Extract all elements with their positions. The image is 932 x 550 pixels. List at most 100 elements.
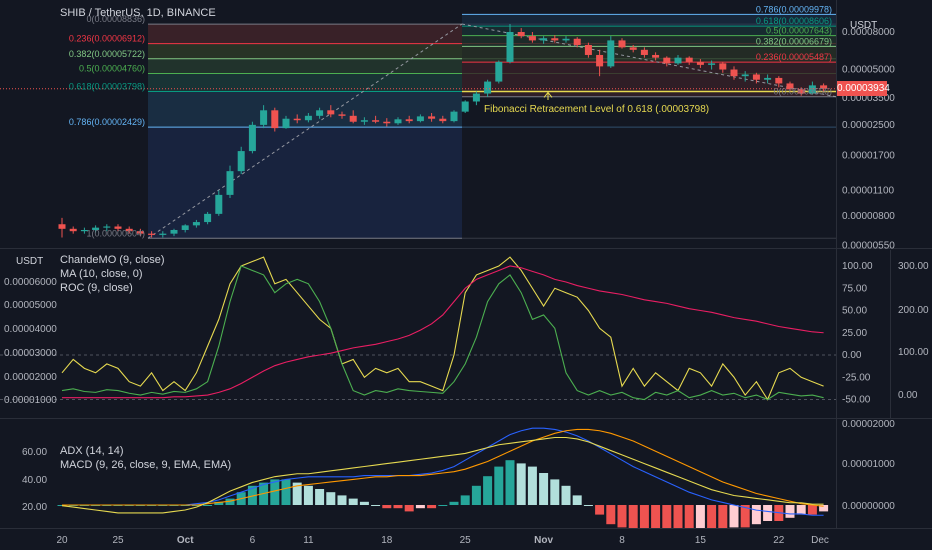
time-axis-tick: 6 xyxy=(250,535,256,546)
fib-level-label: 0.618(0.00003798) xyxy=(69,81,145,91)
macd-histogram-bar xyxy=(214,501,224,505)
candle-body xyxy=(114,226,122,229)
fib-zone xyxy=(462,35,836,47)
fib-zone xyxy=(148,91,462,128)
candle-body xyxy=(551,38,559,41)
candle-body xyxy=(797,89,805,94)
macd-histogram-bar xyxy=(393,505,403,509)
candle-body xyxy=(730,69,738,77)
macd-histogram-bar xyxy=(527,466,537,505)
indicator-roc-label[interactable]: ROC (9, close) xyxy=(60,282,133,294)
fib-level-label: 0(0.00003556) xyxy=(773,87,832,97)
macd-histogram-bar xyxy=(651,505,661,528)
fib-level-label: 0.618(0.00008606) xyxy=(756,16,832,26)
indicator-chandemo-label[interactable]: ChandeMO (9, close) xyxy=(60,254,165,266)
indicator-adx-label[interactable]: ADX (14, 14) xyxy=(60,445,124,457)
time-axis-tick: Dec xyxy=(811,535,829,546)
cmo-axis-tick: -50.00 xyxy=(842,395,871,406)
symbol-title: SHIB / TetherUS, 1D, BINANCE xyxy=(60,7,216,19)
macd-histogram-bar xyxy=(371,505,381,506)
left-axis-tick: 0.00003000 xyxy=(4,348,57,359)
candle-body xyxy=(752,74,760,80)
cmo-axis-tick: 100.00 xyxy=(842,261,873,272)
annotation-arrowhead xyxy=(543,91,553,98)
time-axis-tick: 15 xyxy=(695,535,707,546)
candle-body xyxy=(685,57,693,62)
candle-body xyxy=(58,224,66,229)
price-axis-tick: 0.00005000 xyxy=(842,65,895,76)
price-axis-tick: 0.00000800 xyxy=(842,211,895,222)
indicator-macd-label[interactable]: MACD (9, 26, close, 9, EMA, EMA) xyxy=(60,459,232,471)
macd-histogram-bar xyxy=(807,505,817,515)
roc-axis-tick: 300.00 xyxy=(898,261,929,272)
fib-level-label: 1(0.00000604) xyxy=(86,228,145,238)
macd-histogram-bar xyxy=(292,482,302,505)
fib-level-label: 0.786(0.00002429) xyxy=(69,117,145,127)
price-axis-tick: 0.00003500 xyxy=(842,93,895,104)
macd-histogram-bar xyxy=(438,505,448,506)
macd-histogram-bar xyxy=(550,479,560,505)
candle-body xyxy=(181,225,189,230)
candle-body xyxy=(428,116,436,119)
candle-body xyxy=(629,47,637,50)
time-axis-tick: Oct xyxy=(177,535,194,546)
macd-histogram-bar xyxy=(516,463,526,505)
fib-level-label: 0(0.00008836) xyxy=(86,14,145,24)
fib-level-label: 0.236(0.00006912) xyxy=(69,34,145,44)
roc-axis-tick: 100.00 xyxy=(898,347,929,358)
macd-histogram-bar xyxy=(404,505,414,512)
macd-series-line xyxy=(62,428,824,507)
candle-body xyxy=(618,40,626,48)
macd-histogram-bar xyxy=(225,498,235,505)
candle-body xyxy=(495,61,503,82)
macd-histogram-bar xyxy=(427,505,437,509)
candle-body xyxy=(215,194,223,214)
macd-histogram-bar xyxy=(673,505,683,528)
candle-body xyxy=(192,222,200,226)
macd-histogram-bar xyxy=(505,460,515,505)
roc-axis-tick: 200.00 xyxy=(898,305,929,316)
time-axis-tick: 20 xyxy=(56,535,68,546)
indicator-ma-label[interactable]: MA (10, close, 0) xyxy=(60,268,143,280)
price-axis-tick: 0.00000550 xyxy=(842,241,895,252)
roc-axis-tick: 0.00 xyxy=(898,390,918,401)
left-axis-tick: 0.00006000 xyxy=(4,277,57,288)
candle-body xyxy=(652,54,660,58)
macd-histogram-bar xyxy=(595,505,605,515)
candle-body xyxy=(607,40,615,67)
fib-level-label: 0.786(0.00009978) xyxy=(756,4,832,14)
macd-histogram-bar xyxy=(270,479,280,505)
fib-annotation: Fibonacci Retracement Level of 0.618 (.0… xyxy=(484,104,710,115)
fib-zone xyxy=(148,43,462,59)
macd-histogram-bar xyxy=(348,498,358,505)
macd-histogram-bar xyxy=(337,495,347,505)
candle-body xyxy=(125,228,133,232)
cmo-axis-tick: 25.00 xyxy=(842,328,867,339)
fib-zone xyxy=(462,14,836,27)
candle-body xyxy=(248,124,256,152)
candle-body xyxy=(316,110,324,116)
time-axis-tick: 8 xyxy=(619,535,625,546)
macd-histogram-bar xyxy=(359,501,369,505)
candle-body xyxy=(708,63,716,65)
candle-body xyxy=(260,110,268,125)
candle-body xyxy=(103,226,111,228)
currency-label-pane2: USDT xyxy=(16,256,44,267)
macd-series-line xyxy=(61,436,824,514)
candle-body xyxy=(360,120,368,122)
candle-body xyxy=(573,38,581,45)
candle-body xyxy=(439,118,447,122)
macd-histogram-bar xyxy=(707,505,717,528)
left-axis-tick: 0.00001000 xyxy=(4,395,57,406)
price-tag: 0.00003934 xyxy=(837,81,890,96)
indicator-series-line xyxy=(62,265,824,399)
adx-axis-tick: 20.00 xyxy=(22,502,47,513)
macd-histogram-bar xyxy=(203,505,213,506)
candle-body xyxy=(775,77,783,84)
candle-body xyxy=(764,77,772,80)
price-axis-tick: 0.00008000 xyxy=(842,27,895,38)
macd-histogram-bar xyxy=(449,501,459,505)
indicator-series-line xyxy=(61,265,824,401)
macd-histogram-bar xyxy=(662,505,672,528)
